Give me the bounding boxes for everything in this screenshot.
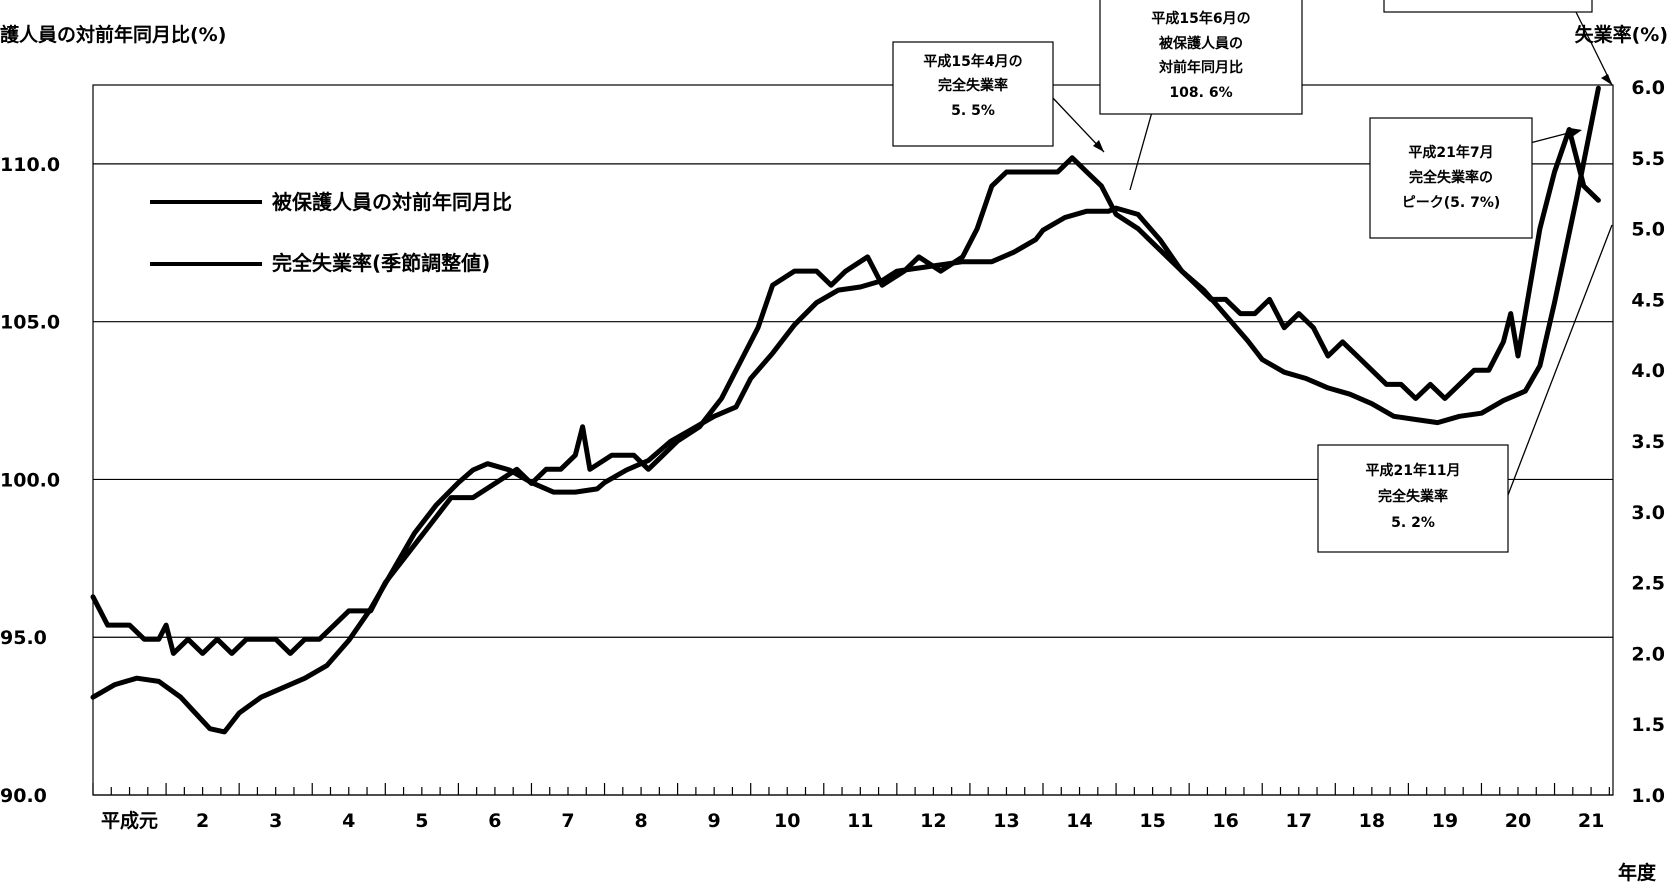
annotation-h21-nov-unemployment: 平成21年11月 完全失業率 5. 2% <box>1317 444 1509 553</box>
x-axis-tick-labels: 平成元 2 3 4 5 6 7 8 9 10 11 12 13 14 15 16 17 18 19 20 21 <box>101 809 1604 832</box>
annotation-line: 平成15年4月の <box>923 53 1022 70</box>
annotation-arrowhead <box>1093 140 1104 152</box>
x-tick-label: 20 <box>1505 810 1531 832</box>
y-left-tick-label: 95.0 <box>0 627 47 649</box>
annotation-line: 5. 2% <box>1391 515 1435 531</box>
y-left-tick-labels: 90.0 95.0 100.0 105.0 110.0 <box>0 154 60 807</box>
annotation-line: 平成15年6月の <box>1151 10 1250 27</box>
series-line-unemployment <box>90 127 1601 656</box>
y-right-tick-label: 3.0 <box>1631 502 1665 524</box>
annotation-line: 被保護人員の <box>1159 35 1243 52</box>
y-right-tick-label: 3.5 <box>1631 431 1665 453</box>
x-tick-label: 8 <box>634 810 647 832</box>
annotation-line: 完全失業率の <box>1409 169 1493 186</box>
legend-label-protected-persons: 被保護人員の対前年同月比 <box>272 190 512 214</box>
y-right-tick-label: 5.0 <box>1631 219 1665 241</box>
y-right-tick-labels: 1.0 1.5 2.0 2.5 3.0 3.5 4.0 4.5 5.0 5.5 6.0 <box>1631 77 1665 807</box>
legend-label-unemployment: 完全失業率(季節調整値) <box>272 251 490 275</box>
annotation-arrowhead <box>1570 128 1582 137</box>
x-axis-ticks <box>92 783 1610 795</box>
annotation-pointers <box>1051 9 1613 496</box>
x-axis-title: 年度 <box>1618 861 1657 884</box>
x-tick-label: 14 <box>1066 810 1092 832</box>
y-right-tick-label: 6.0 <box>1631 77 1665 99</box>
annotation-box-cropped-top-right <box>1383 0 1593 13</box>
annotation-line: ピーク(5. 7%) <box>1402 195 1501 211</box>
x-tick-label: 7 <box>561 810 574 832</box>
annotation-box <box>1369 117 1533 239</box>
annotation-line: 108. 6% <box>1169 85 1232 101</box>
x-tick-label: 6 <box>488 810 501 832</box>
y-right-tick-label: 1.0 <box>1631 785 1665 807</box>
annotation-line: 対前年同月比 <box>1158 59 1243 76</box>
y-right-tick-label: 4.0 <box>1631 360 1665 382</box>
series-line-protected-persons <box>90 85 1601 735</box>
annotation-box <box>892 41 1054 147</box>
x-tick-label: 平成元 <box>101 809 158 832</box>
y-right-tick-label: 2.0 <box>1631 643 1665 665</box>
x-tick-label: 21 <box>1578 810 1604 832</box>
x-tick-label: 17 <box>1286 810 1312 832</box>
y-right-tick-label: 2.5 <box>1631 573 1665 595</box>
annotation-line: 完全失業率 <box>938 77 1008 94</box>
annotation-box <box>1099 0 1303 115</box>
y-right-tick-label: 5.5 <box>1631 148 1665 170</box>
annotation-line: 平成21年7月 <box>1408 144 1493 161</box>
annotation-line: 5. 5% <box>951 103 995 119</box>
y-left-tick-label: 100.0 <box>0 469 60 491</box>
x-tick-label: 3 <box>269 810 282 832</box>
annotation-h15-april-unemployment: 平成15年4月の 完全失業率 5. 5% <box>892 41 1054 147</box>
y-left-tick-label: 110.0 <box>0 154 60 176</box>
y-left-tick-label: 90.0 <box>0 785 47 807</box>
y-right-axis-title: 失業率(%) <box>1575 23 1668 46</box>
x-tick-label: 2 <box>196 810 209 832</box>
x-tick-label: 15 <box>1139 810 1165 832</box>
annotation-line: 完全失業率 <box>1378 488 1448 505</box>
annotation-box <box>1317 444 1509 553</box>
y-right-tick-label: 4.5 <box>1631 289 1665 311</box>
plot-frame <box>92 84 1614 796</box>
x-tick-label: 13 <box>993 810 1019 832</box>
x-tick-label: 5 <box>415 810 428 832</box>
legend: 被保護人員の対前年同月比 完全失業率(季節調整値) <box>150 190 512 275</box>
annotation-h15-june-protected-persons: 平成15年6月の 被保護人員の 対前年同月比 108. 6% <box>1099 0 1303 115</box>
annotation-pointer-h21-nov <box>1507 224 1613 496</box>
x-tick-label: 4 <box>342 810 355 832</box>
annotation-pointer-top-right <box>1574 9 1613 86</box>
series-lines <box>90 85 1601 735</box>
annotation-h21-july-peak: 平成21年7月 完全失業率の ピーク(5. 7%) <box>1369 117 1533 239</box>
y-right-tick-label: 1.5 <box>1631 714 1665 736</box>
y-left-axis-title: 護人員の対前年同月比(%) <box>0 23 226 46</box>
x-tick-label: 10 <box>774 810 800 832</box>
x-tick-label: 16 <box>1212 810 1238 832</box>
annotation-line: 平成21年11月 <box>1366 462 1461 479</box>
annotation-pointer-h15-june <box>1129 111 1153 191</box>
annotation-pointer-h15-april <box>1051 96 1105 153</box>
x-tick-label: 18 <box>1359 810 1385 832</box>
y-left-tick-label: 105.0 <box>0 312 60 334</box>
x-tick-label: 11 <box>847 810 873 832</box>
annotation-arrowhead <box>1601 74 1612 85</box>
x-tick-label: 19 <box>1432 810 1458 832</box>
x-tick-label: 12 <box>920 810 946 832</box>
x-tick-label: 9 <box>708 810 721 832</box>
